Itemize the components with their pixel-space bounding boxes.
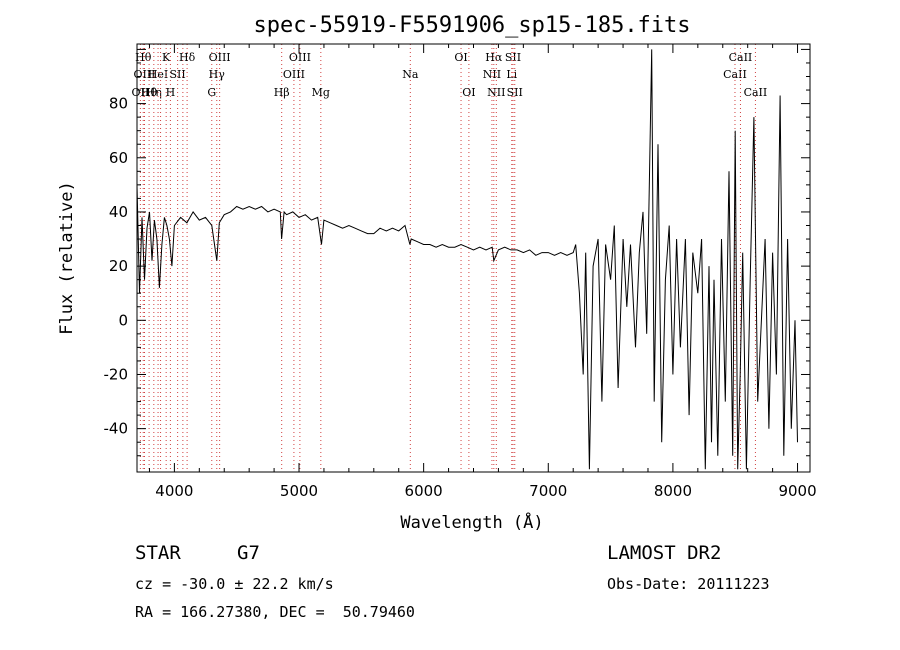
x-axis: 4000 5000 6000 7000 8000 9000 [148, 44, 817, 500]
spectral-line-label: NII [483, 68, 501, 81]
spectral-line-label: G [207, 86, 216, 99]
y-tick-label: 80 [109, 95, 128, 113]
spectrum-series [137, 49, 798, 470]
plot-frame [136, 43, 811, 473]
chart-title: spec-55919-F5591906_sp15-185.fits [253, 13, 690, 38]
spectral-line-label: Hθ [141, 86, 158, 99]
object-class: STAR [135, 542, 181, 564]
x-tick-label: 7000 [529, 482, 567, 500]
survey-name: LAMOST DR2 [607, 542, 722, 564]
x-axis-label: Wavelength (Å) [400, 511, 543, 533]
x-tick-label: 5000 [280, 482, 318, 500]
spectral-line-label: OIII [289, 51, 311, 64]
spectral-line-label: Hδ [179, 51, 196, 64]
spectral-line-label: CaII [723, 68, 747, 81]
spectral-line-label: CaII [744, 86, 768, 99]
spectral-line-label: OIII [283, 68, 305, 81]
y-tick-label: 40 [109, 203, 128, 221]
spectral-line-markers: OIIHθOIIIHθHηHeIKHSIIHδGHγOIIIHβOIIIOIII… [132, 44, 768, 472]
y-tick-label: -20 [104, 365, 129, 383]
spectral-line-label: OII [132, 86, 150, 99]
spectral-line-label: SII [507, 86, 523, 99]
y-tick-label: -40 [104, 420, 129, 438]
spectral-line-label: OIII [133, 68, 155, 81]
spectral-line-label: Hθ [135, 51, 152, 64]
y-axis-label: Flux (relative) [57, 181, 77, 335]
spectral-line-label: Mg [312, 86, 330, 99]
spectral-line-label: Hβ [274, 86, 290, 99]
x-tick-label: 6000 [405, 482, 443, 500]
y-tick-label: 0 [118, 311, 128, 329]
redshift-velocity: cz = -30.0 ± 22.2 km/s [135, 575, 334, 593]
spectral-line-label: SII [505, 51, 521, 64]
observation-date: Obs-Date: 20111223 [607, 575, 770, 593]
y-tick-label: 60 [109, 149, 128, 167]
x-tick-label: 8000 [654, 482, 692, 500]
spectral-line-label: Hη [146, 86, 162, 99]
spectral-line-label: Hα [485, 51, 503, 64]
x-tick-label: 9000 [778, 482, 816, 500]
spectrum-line [137, 49, 798, 470]
spectral-line-label: NII [487, 86, 505, 99]
object-subclass: G7 [237, 542, 260, 564]
y-axis: -40 -20 0 20 40 60 80 [104, 48, 810, 457]
spectral-line-label: K [162, 51, 171, 64]
spectral-line-label: OI [454, 51, 467, 64]
spectral-line-label: OI [462, 86, 475, 99]
y-tick-label: 20 [109, 257, 128, 275]
spectral-line-label: CaII [729, 51, 753, 64]
spectral-line-label: H [166, 86, 176, 99]
spectral-line-label: Li [506, 68, 517, 81]
ra-dec-coordinates: RA = 166.27380, DEC = 50.79460 [135, 603, 415, 621]
spectral-line-label: Na [402, 68, 419, 81]
x-tick-label: 4000 [155, 482, 193, 500]
spectral-line-label: OIII [209, 51, 231, 64]
spectral-line-label: SII [170, 68, 186, 81]
spectral-line-label: Hγ [209, 68, 226, 81]
spectral-line-label: HeI [148, 68, 168, 81]
